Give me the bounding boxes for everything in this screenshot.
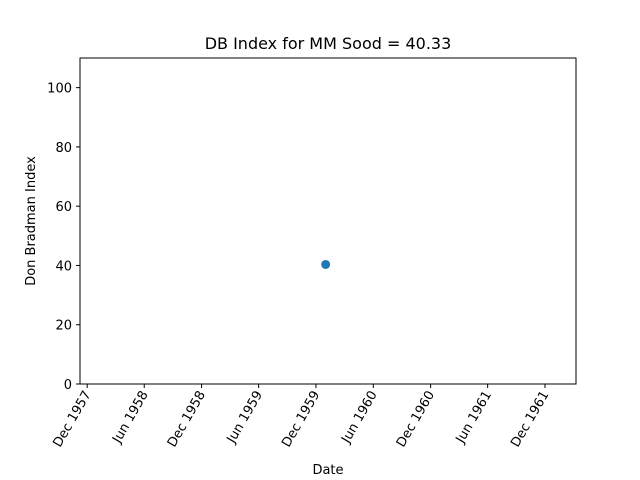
- y-tick-label: 0: [64, 378, 72, 393]
- y-tick-label: 100: [47, 82, 72, 97]
- axes-frame: [79, 57, 577, 385]
- x-axis-label: Date: [312, 463, 343, 478]
- data-point: [321, 259, 331, 269]
- y-axis-label: Don Bradman Index: [24, 156, 39, 286]
- chart-title: DB Index for MM Sood = 40.33: [205, 34, 452, 53]
- y-tick-label: 40: [55, 259, 72, 274]
- y-tick-label: 80: [55, 141, 72, 156]
- y-tick-label: 20: [55, 319, 72, 334]
- y-tick-label: 60: [55, 200, 72, 215]
